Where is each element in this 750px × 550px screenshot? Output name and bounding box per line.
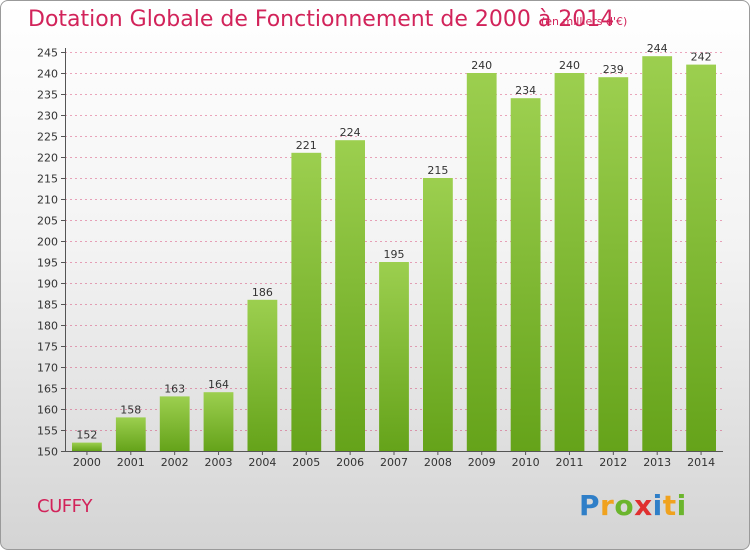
data-labels: 152 158 163 164 186 221 224 195 215 240 234 240 239 2… [76, 42, 711, 441]
logo-letter: x [634, 489, 653, 522]
y-tick-label: 200 [37, 236, 58, 249]
logo-letter: i [676, 489, 687, 522]
bar [115, 417, 146, 451]
y-tick-label: 210 [37, 194, 58, 207]
y-tick-label: 205 [37, 215, 58, 228]
y-tick-label: 175 [37, 341, 58, 354]
bar [598, 77, 629, 451]
y-tick-label: 190 [37, 278, 58, 291]
bar [291, 152, 322, 452]
bar [247, 299, 278, 451]
chart-title: Dotation Globale de Fonctionnement de 20… [28, 7, 615, 32]
y-tick-label: 220 [37, 152, 58, 165]
x-tick-label: 2006 [336, 456, 364, 469]
x-tick-label: 2008 [424, 456, 452, 469]
x-tick-label: 2012 [599, 456, 627, 469]
data-label: 240 [471, 59, 492, 72]
data-label: 195 [384, 248, 405, 261]
y-tick-label: 235 [37, 89, 58, 102]
y-tick-label: 180 [37, 320, 58, 333]
x-tick-label: 2001 [117, 456, 145, 469]
logo-letter: t [662, 489, 677, 522]
data-label: 242 [691, 51, 712, 64]
commune-name: CUFFY [37, 496, 92, 517]
data-label: 186 [252, 286, 273, 299]
chart-subtitle: (en milliers d'€) [541, 15, 628, 28]
x-tick-label: 2007 [380, 456, 408, 469]
data-label: 163 [164, 382, 185, 395]
y-tick-label: 230 [37, 110, 58, 123]
x-tick-label: 2000 [73, 456, 101, 469]
bar [72, 442, 102, 451]
y-tick-label: 160 [37, 404, 58, 417]
y-tick-label: 170 [37, 362, 58, 375]
y-tick-label: 150 [37, 446, 58, 459]
bar [510, 98, 541, 451]
axes: 150 155 160 165 170 175 180 185 190 195 200 205 210 2… [37, 47, 723, 469]
logo-letter: o [614, 489, 635, 522]
bar [379, 262, 409, 451]
logo-letter: r [600, 489, 615, 522]
data-label: 152 [76, 429, 97, 442]
x-tick-label: 2005 [292, 456, 320, 469]
y-tick-label: 245 [37, 47, 58, 60]
bar [203, 392, 234, 451]
data-label: 240 [559, 59, 580, 72]
x-tick-label: 2010 [512, 456, 540, 469]
bar [554, 73, 585, 451]
y-tick-label: 215 [37, 173, 58, 186]
logo-letter: i [652, 489, 663, 522]
bar [466, 73, 497, 451]
y-tick-label: 185 [37, 299, 58, 312]
y-tick-label: 165 [37, 383, 58, 396]
x-tick-label: 2002 [161, 456, 189, 469]
bar [159, 396, 190, 451]
logo-letter: P [579, 489, 601, 522]
data-label: 234 [515, 84, 536, 97]
bar [686, 64, 716, 451]
bar [335, 140, 365, 451]
data-label: 244 [647, 42, 668, 55]
y-tick-label: 240 [37, 68, 58, 81]
x-tick-label: 2004 [248, 456, 276, 469]
bars [72, 56, 716, 452]
y-tick-label: 195 [37, 257, 58, 270]
data-label: 224 [340, 126, 361, 139]
y-tick-label: 225 [37, 131, 58, 144]
x-tick-label: 2013 [643, 456, 671, 469]
x-tick-label: 2011 [556, 456, 584, 469]
data-label: 239 [603, 63, 624, 76]
data-label: 221 [296, 139, 317, 152]
bar [642, 56, 673, 451]
x-tick-label: 2014 [687, 456, 715, 469]
y-tick-label: 155 [37, 425, 58, 438]
x-tick-label: 2009 [468, 456, 496, 469]
bar [423, 178, 453, 451]
proxiti-logo: Proxiti [579, 489, 687, 522]
x-tick-label: 2003 [205, 456, 233, 469]
data-label: 215 [427, 164, 448, 177]
data-label: 164 [208, 378, 229, 391]
data-label: 158 [120, 403, 141, 416]
